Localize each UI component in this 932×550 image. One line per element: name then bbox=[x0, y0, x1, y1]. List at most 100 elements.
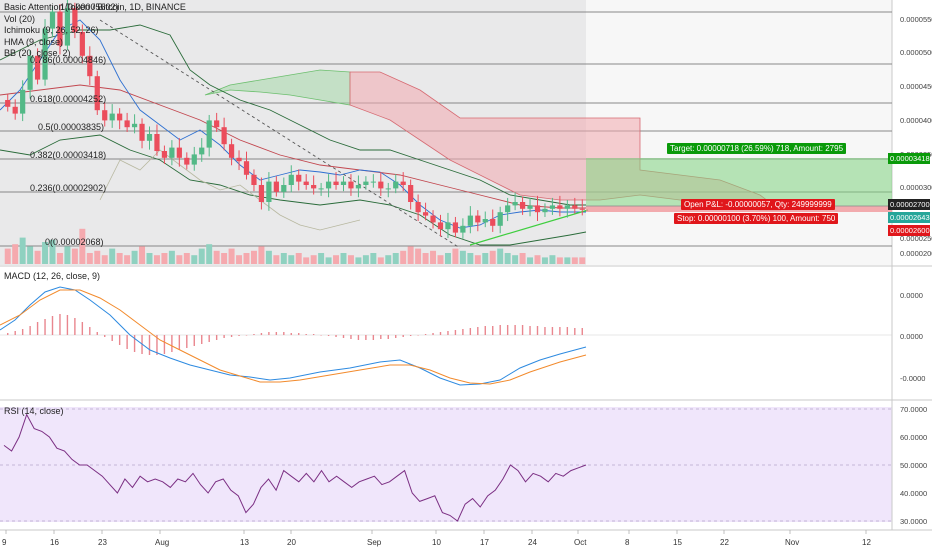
volume-bar bbox=[19, 237, 26, 264]
macd-hist-bar bbox=[581, 328, 583, 335]
volume-bar bbox=[407, 246, 414, 264]
macd-hist-bar bbox=[156, 335, 158, 355]
x-tick: 17 bbox=[480, 538, 489, 547]
rsi-title[interactable]: RSI (14, close) bbox=[4, 406, 64, 416]
candle-body bbox=[497, 212, 503, 226]
candle-body bbox=[20, 89, 26, 114]
macd-tick: -0.0000 bbox=[900, 374, 926, 383]
macd-tick: 0.0000 bbox=[900, 291, 923, 300]
position-target-label[interactable]: Target: 0.00000718 (26.59%) 718, Amount:… bbox=[667, 143, 847, 154]
volume-bar bbox=[482, 253, 489, 264]
volume-bar bbox=[228, 248, 235, 264]
volume-bar bbox=[131, 250, 138, 264]
volume-bar bbox=[549, 255, 556, 264]
rsi-line bbox=[3, 413, 587, 522]
rsi-tick: 70.0000 bbox=[900, 405, 928, 414]
volume-bar bbox=[474, 255, 481, 264]
macd-title[interactable]: MACD (12, 26, close, 9) bbox=[4, 271, 101, 281]
x-tick: 20 bbox=[287, 538, 296, 547]
candle-body bbox=[12, 106, 18, 114]
volume-bar bbox=[34, 250, 41, 264]
macd-hist-bar bbox=[551, 327, 554, 335]
candle-body bbox=[228, 144, 235, 158]
x-tick: 16 bbox=[50, 538, 59, 547]
fib-label-05: 0.5(0.00003835) bbox=[38, 122, 105, 132]
macd-hist-bar bbox=[298, 333, 300, 335]
bollinger-upper bbox=[0, 24, 586, 206]
macd-hist-bar bbox=[81, 322, 84, 335]
macd-hist-bar bbox=[118, 335, 121, 345]
macd-hist-bar bbox=[417, 335, 419, 336]
volume-bar bbox=[377, 257, 384, 264]
macd-hist-bar bbox=[439, 332, 442, 335]
volume-bar bbox=[497, 248, 504, 264]
macd-hist-bar bbox=[133, 335, 136, 352]
candle-body bbox=[557, 205, 563, 209]
candle-body bbox=[370, 181, 376, 183]
position-stop-label[interactable]: Stop: 0.00000100 (3.70%) 100, Amount: 75… bbox=[674, 213, 839, 224]
macd-hist-bar bbox=[44, 319, 46, 335]
candle-body bbox=[333, 181, 339, 185]
macd-hist-bar bbox=[283, 332, 285, 335]
volume-bar bbox=[213, 250, 220, 264]
candle-body bbox=[87, 55, 93, 77]
candle-body bbox=[415, 202, 421, 213]
volume-bar bbox=[333, 255, 340, 264]
macd-hist-bar bbox=[454, 330, 457, 335]
candle-body bbox=[296, 174, 302, 182]
position-open-pl-label[interactable]: Open P&L: -0.00000057, Qty: 249999999 bbox=[681, 199, 835, 210]
macd-hist-bar bbox=[208, 335, 210, 342]
candle-body bbox=[505, 205, 511, 213]
candle-body bbox=[378, 181, 384, 189]
macd-hist-bar bbox=[484, 326, 486, 335]
volume-bar bbox=[198, 248, 205, 264]
macd-hist-bar bbox=[201, 335, 203, 344]
chart-title[interactable]: Basic Attention Token / Bitcoin, 1D, BIN… bbox=[4, 2, 186, 12]
volume-bar bbox=[452, 248, 459, 264]
rsi-tick: 30.0000 bbox=[900, 517, 928, 526]
indicator-vol[interactable]: Vol (20) bbox=[4, 13, 36, 24]
volume-bars bbox=[4, 228, 586, 264]
macd-hist-bar bbox=[506, 325, 509, 335]
price-tick: 0.00005000 bbox=[900, 48, 932, 57]
price-tag-last: 0.00002643 bbox=[888, 212, 930, 223]
macd-hist-bar bbox=[96, 332, 98, 335]
x-tick: 9 bbox=[2, 538, 7, 547]
macd-hist-bar bbox=[357, 335, 360, 340]
volume-bar bbox=[153, 255, 160, 264]
candle-body bbox=[318, 188, 324, 190]
macd-hist-bar bbox=[163, 335, 166, 354]
indicator-hma[interactable]: HMA (9, close) bbox=[4, 36, 64, 47]
volume-bar bbox=[579, 257, 586, 264]
macd-hist-bar bbox=[380, 335, 382, 339]
candle-body bbox=[311, 185, 317, 189]
macd-hist-bar bbox=[559, 327, 561, 335]
candle-body bbox=[452, 222, 459, 233]
candle-body bbox=[176, 147, 182, 158]
candle-body bbox=[363, 181, 369, 185]
macd-hist-bar bbox=[566, 327, 569, 335]
candle-body bbox=[154, 134, 160, 151]
trendline-dashed bbox=[99, 19, 461, 249]
volume-bar bbox=[243, 253, 250, 264]
candle-body bbox=[572, 205, 578, 209]
candle-body bbox=[169, 147, 175, 158]
volume-bar bbox=[415, 248, 422, 264]
candle-body bbox=[191, 154, 197, 165]
indicator-bb[interactable]: BB (20, close, 2) bbox=[4, 48, 71, 58]
x-tick: Sep bbox=[367, 538, 382, 547]
volume-bar bbox=[124, 255, 131, 264]
volume-bar bbox=[146, 253, 153, 264]
macd-hist-bar bbox=[21, 329, 24, 335]
indicator-ichimoku[interactable]: Ichimoku (9, 26, 52, 26) bbox=[4, 25, 99, 35]
candle-body bbox=[288, 174, 294, 185]
volume-bar bbox=[564, 257, 571, 264]
candle-body bbox=[5, 100, 11, 107]
x-tick: 12 bbox=[862, 538, 871, 547]
volume-bar bbox=[519, 253, 526, 264]
macd-hist-bar bbox=[7, 333, 9, 335]
candle-body bbox=[325, 181, 332, 189]
macd-hist-bar bbox=[469, 328, 472, 335]
price-tick: 0.00002000 bbox=[900, 249, 932, 258]
